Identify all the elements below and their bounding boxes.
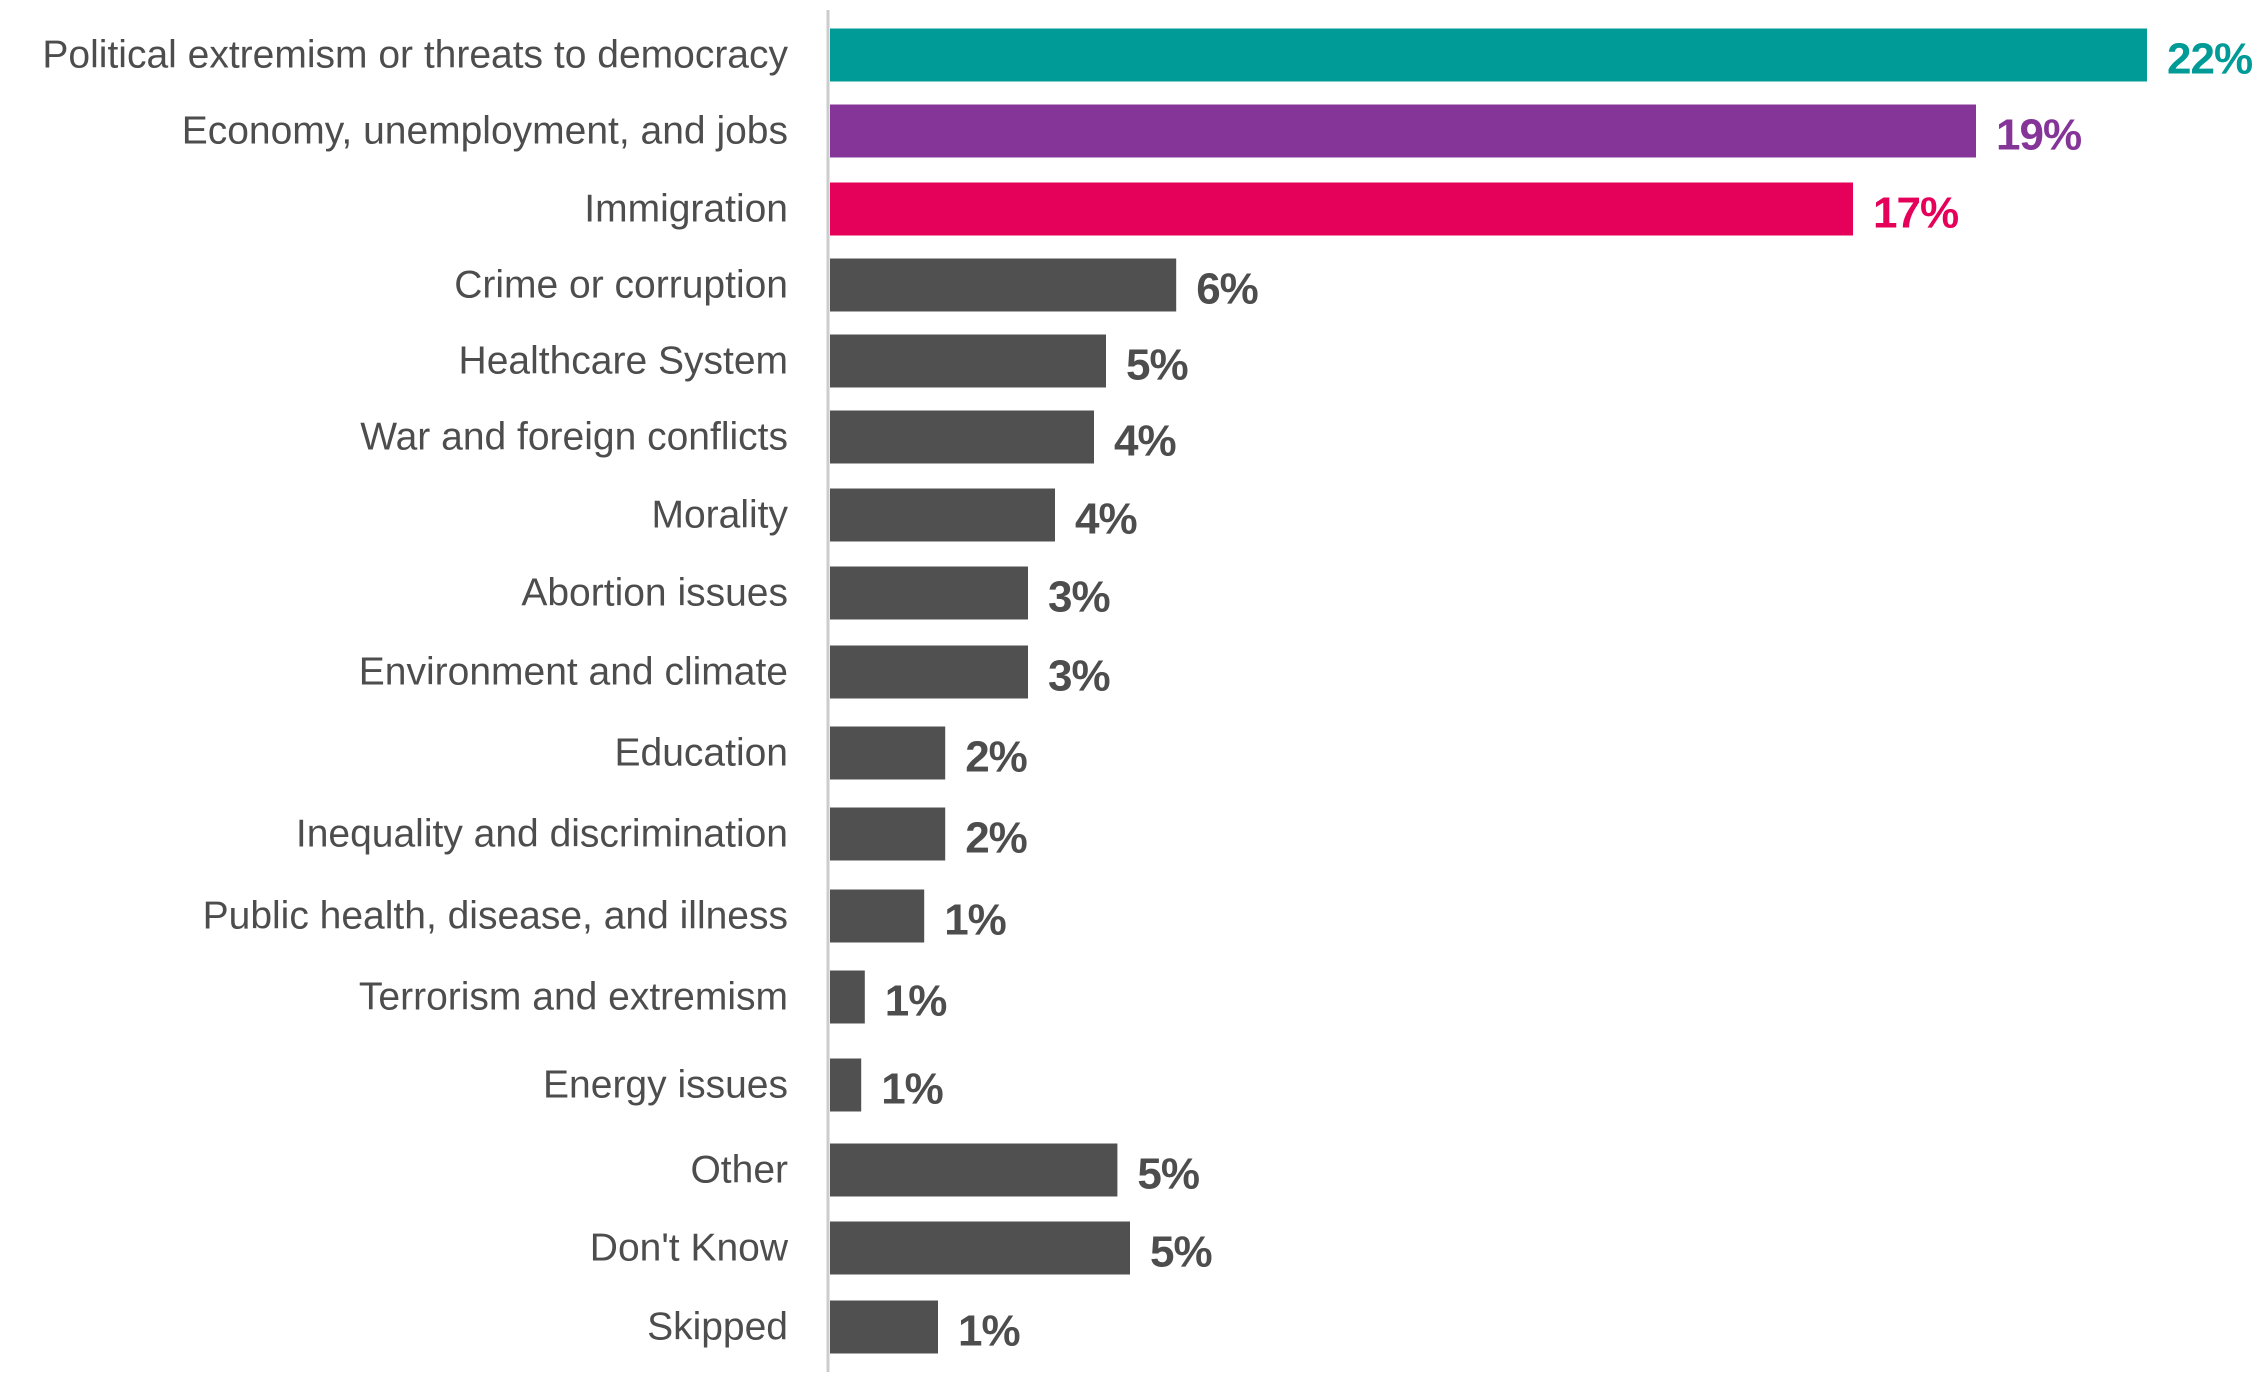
value-label: 3% xyxy=(1048,573,1110,622)
category-label: Economy, unemployment, and jobs xyxy=(182,110,788,153)
bar xyxy=(830,1058,862,1112)
bar xyxy=(830,645,1028,699)
category-label: Immigration xyxy=(584,188,788,231)
category-label: Public health, disease, and illness xyxy=(203,895,788,938)
value-label: 4% xyxy=(1114,417,1176,466)
bar xyxy=(830,334,1106,388)
value-label: 1% xyxy=(881,1065,943,1114)
bar xyxy=(830,1143,1118,1197)
category-label: Education xyxy=(615,732,788,775)
value-label: 5% xyxy=(1150,1228,1212,1277)
value-label: 1% xyxy=(944,896,1006,945)
value-label: 2% xyxy=(965,733,1027,782)
category-labels-group: Political extremism or threats to democr… xyxy=(42,34,788,1349)
bar xyxy=(830,1221,1130,1275)
bar xyxy=(830,258,1177,312)
bar xyxy=(830,1300,938,1354)
bar xyxy=(830,970,865,1024)
bar xyxy=(830,726,946,780)
value-label: 3% xyxy=(1048,652,1110,701)
category-label: Political extremism or threats to democr… xyxy=(42,34,788,77)
category-label: Environment and climate xyxy=(359,651,788,694)
value-label: 19% xyxy=(1996,111,2081,160)
bar xyxy=(830,410,1094,464)
category-label: Inequality and discrimination xyxy=(296,813,788,856)
category-label: War and foreign conflicts xyxy=(360,416,788,459)
bars-group xyxy=(830,28,2147,1354)
category-label: Morality xyxy=(651,494,788,537)
bar xyxy=(830,889,925,943)
bar xyxy=(830,807,946,861)
category-label: Crime or corruption xyxy=(454,264,788,307)
category-label: Abortion issues xyxy=(521,572,788,615)
category-label: Other xyxy=(690,1149,788,1192)
bar xyxy=(830,28,2147,82)
value-label: 1% xyxy=(885,977,947,1026)
value-label: 2% xyxy=(965,814,1027,863)
bar xyxy=(830,104,1976,158)
bar xyxy=(830,488,1055,542)
value-label: 17% xyxy=(1873,189,1958,238)
category-label: Energy issues xyxy=(543,1064,788,1107)
value-label: 5% xyxy=(1126,341,1188,390)
category-label: Don't Know xyxy=(590,1227,789,1270)
bar xyxy=(830,182,1853,236)
value-label: 22% xyxy=(2167,35,2252,84)
category-label: Skipped xyxy=(647,1306,788,1349)
value-label: 1% xyxy=(958,1307,1020,1356)
value-label: 6% xyxy=(1196,265,1258,314)
category-label: Healthcare System xyxy=(459,340,788,383)
value-label: 5% xyxy=(1137,1150,1199,1199)
value-label: 4% xyxy=(1075,495,1137,544)
value-labels-group: 22%19%17%6%5%4%4%3%3%2%2%1%1%1%5%5%1% xyxy=(881,35,2253,1356)
category-label: Terrorism and extremism xyxy=(359,976,788,1019)
bar xyxy=(830,566,1028,620)
